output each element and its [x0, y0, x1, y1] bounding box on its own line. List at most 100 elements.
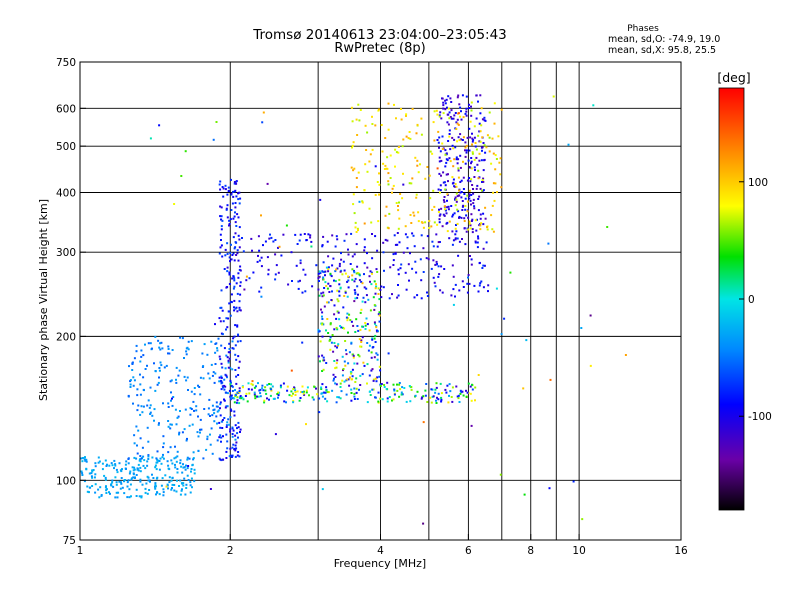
data-point — [197, 449, 200, 452]
data-point — [176, 455, 179, 458]
data-point — [376, 353, 379, 356]
data-point — [144, 467, 147, 470]
data-point — [458, 189, 460, 192]
data-point — [130, 495, 132, 498]
data-point — [234, 202, 237, 204]
data-point — [387, 227, 390, 230]
data-point — [459, 106, 462, 109]
data-point — [406, 247, 409, 250]
data-point — [480, 107, 483, 110]
data-point — [354, 277, 357, 280]
data-point — [376, 249, 379, 252]
data-point — [451, 215, 454, 218]
data-point — [311, 285, 314, 288]
data-point — [169, 423, 172, 426]
data-point — [444, 153, 447, 156]
data-point — [180, 489, 183, 492]
data-point — [399, 193, 402, 195]
data-point — [356, 265, 359, 268]
data-point — [237, 391, 240, 394]
data-point — [136, 394, 139, 397]
data-point — [449, 160, 452, 163]
data-point — [239, 284, 242, 287]
data-point — [154, 487, 157, 490]
data-point — [226, 193, 229, 196]
data-point — [357, 293, 359, 296]
data-point — [237, 276, 240, 279]
data-point — [338, 265, 341, 268]
data-point — [470, 178, 473, 181]
data-point — [167, 420, 170, 422]
data-point — [222, 435, 224, 438]
data-point — [454, 227, 457, 230]
data-point — [223, 347, 226, 350]
data-point — [230, 394, 233, 397]
data-point — [161, 347, 164, 350]
data-point — [343, 327, 346, 330]
data-point — [469, 392, 472, 395]
data-point — [256, 260, 259, 263]
data-point — [230, 381, 232, 384]
data-point — [206, 353, 209, 356]
data-point — [382, 241, 385, 244]
data-point — [219, 188, 222, 191]
data-point — [318, 270, 321, 273]
data-point — [226, 405, 229, 408]
data-point — [347, 378, 350, 381]
data-point — [116, 496, 119, 499]
data-point — [455, 128, 458, 130]
data-point — [492, 191, 495, 194]
data-point — [483, 144, 486, 147]
data-point — [176, 468, 179, 470]
data-point — [332, 379, 335, 382]
data-point — [405, 288, 408, 291]
data-point — [397, 268, 400, 271]
data-point — [416, 123, 419, 126]
data-point — [470, 167, 473, 170]
data-point — [415, 196, 418, 199]
data-point — [351, 278, 354, 281]
data-point — [170, 459, 173, 462]
data-point — [446, 121, 449, 124]
data-point — [442, 199, 445, 202]
data-point — [422, 247, 425, 250]
data-point — [458, 194, 461, 197]
data-point — [437, 211, 440, 213]
data-point — [139, 480, 142, 483]
data-point — [216, 410, 219, 413]
data-point — [231, 368, 234, 371]
data-point — [234, 369, 237, 371]
data-point — [446, 384, 449, 387]
data-point — [357, 229, 359, 232]
data-point — [185, 464, 187, 467]
data-point — [178, 485, 180, 487]
data-point — [193, 480, 196, 483]
data-point — [344, 340, 347, 342]
data-point — [147, 454, 150, 457]
data-point — [391, 191, 393, 194]
data-point — [225, 457, 228, 459]
data-point — [496, 191, 498, 194]
data-point — [226, 270, 229, 273]
data-point — [219, 414, 222, 417]
data-point — [238, 202, 241, 205]
data-point — [378, 108, 380, 111]
data-point — [200, 428, 203, 431]
data-point — [232, 190, 234, 193]
data-point — [336, 298, 339, 301]
data-point — [213, 381, 216, 384]
data-point — [374, 334, 377, 337]
data-point — [301, 291, 304, 294]
data-point — [164, 474, 167, 477]
data-point — [162, 494, 165, 497]
data-point — [159, 342, 162, 345]
data-point — [238, 191, 241, 194]
data-point — [250, 237, 253, 240]
data-point — [434, 285, 437, 288]
data-point — [136, 444, 138, 447]
data-point — [219, 358, 222, 361]
data-point — [433, 110, 436, 113]
data-point — [468, 193, 471, 196]
data-point — [459, 389, 462, 392]
data-point — [162, 402, 164, 405]
